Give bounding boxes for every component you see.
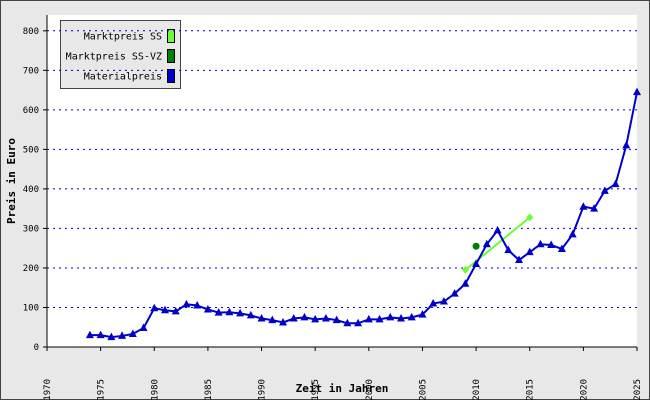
y-tick-label: 0 xyxy=(34,343,39,353)
point xyxy=(590,204,599,212)
point xyxy=(96,330,105,339)
point xyxy=(193,301,202,309)
point xyxy=(493,225,502,234)
series-line xyxy=(89,91,638,339)
x-tick-label: 2020 xyxy=(579,379,589,400)
point xyxy=(225,307,234,316)
legend-swatch xyxy=(167,49,175,63)
point xyxy=(321,314,330,322)
point xyxy=(311,314,320,323)
y-tick-label: 600 xyxy=(23,106,39,116)
y-tick-label: 400 xyxy=(23,185,39,195)
legend-label: Marktpreis SS xyxy=(84,32,162,43)
point xyxy=(450,289,459,297)
y-axis-title: Preis in Euro xyxy=(5,138,18,224)
x-tick-label: 1995 xyxy=(311,379,321,400)
point xyxy=(268,315,277,324)
point xyxy=(332,315,341,324)
legend-swatch xyxy=(167,69,175,83)
point xyxy=(85,330,94,339)
legend-label: Marktpreis SS-VZ xyxy=(66,52,162,63)
point xyxy=(364,314,373,323)
point xyxy=(171,306,180,315)
point xyxy=(300,312,309,321)
point xyxy=(547,240,556,249)
y-tick-label: 100 xyxy=(23,303,39,313)
point xyxy=(386,312,395,321)
x-tick-label: 2010 xyxy=(472,379,482,400)
point xyxy=(525,247,534,256)
point xyxy=(161,305,169,314)
x-tick-label: 2005 xyxy=(418,379,428,400)
y-tick-label: 800 xyxy=(23,27,39,37)
x-tick-label: 1980 xyxy=(150,379,160,400)
x-tick-label: 1990 xyxy=(258,379,268,400)
point xyxy=(128,329,137,337)
point xyxy=(118,331,127,339)
x-tick-label: 1970 xyxy=(43,379,53,400)
point xyxy=(289,314,298,322)
point xyxy=(354,318,363,327)
point xyxy=(182,299,191,308)
point xyxy=(257,314,266,322)
point xyxy=(279,317,287,326)
point xyxy=(429,299,438,307)
x-tick-label: 2015 xyxy=(526,379,536,400)
point xyxy=(439,297,448,305)
point xyxy=(568,229,577,238)
point xyxy=(536,239,545,248)
legend-box xyxy=(60,20,181,89)
x-tick-label: 2000 xyxy=(365,379,375,400)
point xyxy=(150,303,159,312)
point xyxy=(600,186,609,194)
y-tick-label: 500 xyxy=(23,145,39,155)
point xyxy=(375,314,384,323)
x-tick-label: 1975 xyxy=(97,379,107,400)
point xyxy=(622,140,631,149)
point xyxy=(418,310,427,318)
point xyxy=(343,318,352,327)
point xyxy=(107,332,116,341)
point xyxy=(461,279,470,287)
point xyxy=(515,255,523,264)
x-tick-label: 2025 xyxy=(633,379,643,400)
legend: Marktpreis SS Marktpreis SS-VZ Materialpre… xyxy=(60,20,181,89)
point xyxy=(579,202,588,210)
point xyxy=(214,308,223,316)
point xyxy=(397,314,405,322)
point xyxy=(557,244,566,252)
x-axis-title: Zeit in Jahren xyxy=(296,382,389,395)
point xyxy=(139,323,148,332)
legend-label: Materialpreis xyxy=(84,72,162,83)
point xyxy=(472,242,480,250)
point xyxy=(611,179,620,188)
y-tick-label: 300 xyxy=(23,224,39,234)
point xyxy=(236,308,245,317)
y-tick-label: 700 xyxy=(23,66,39,76)
point xyxy=(504,245,513,254)
legend-swatch xyxy=(167,29,175,43)
point xyxy=(407,312,416,321)
point xyxy=(461,265,469,274)
point xyxy=(246,310,255,319)
point xyxy=(633,87,641,96)
point xyxy=(203,304,212,313)
y-tick-label: 200 xyxy=(23,264,39,274)
point xyxy=(482,239,491,248)
point xyxy=(472,259,481,267)
x-tick-label: 1985 xyxy=(204,379,214,400)
point xyxy=(526,213,534,222)
